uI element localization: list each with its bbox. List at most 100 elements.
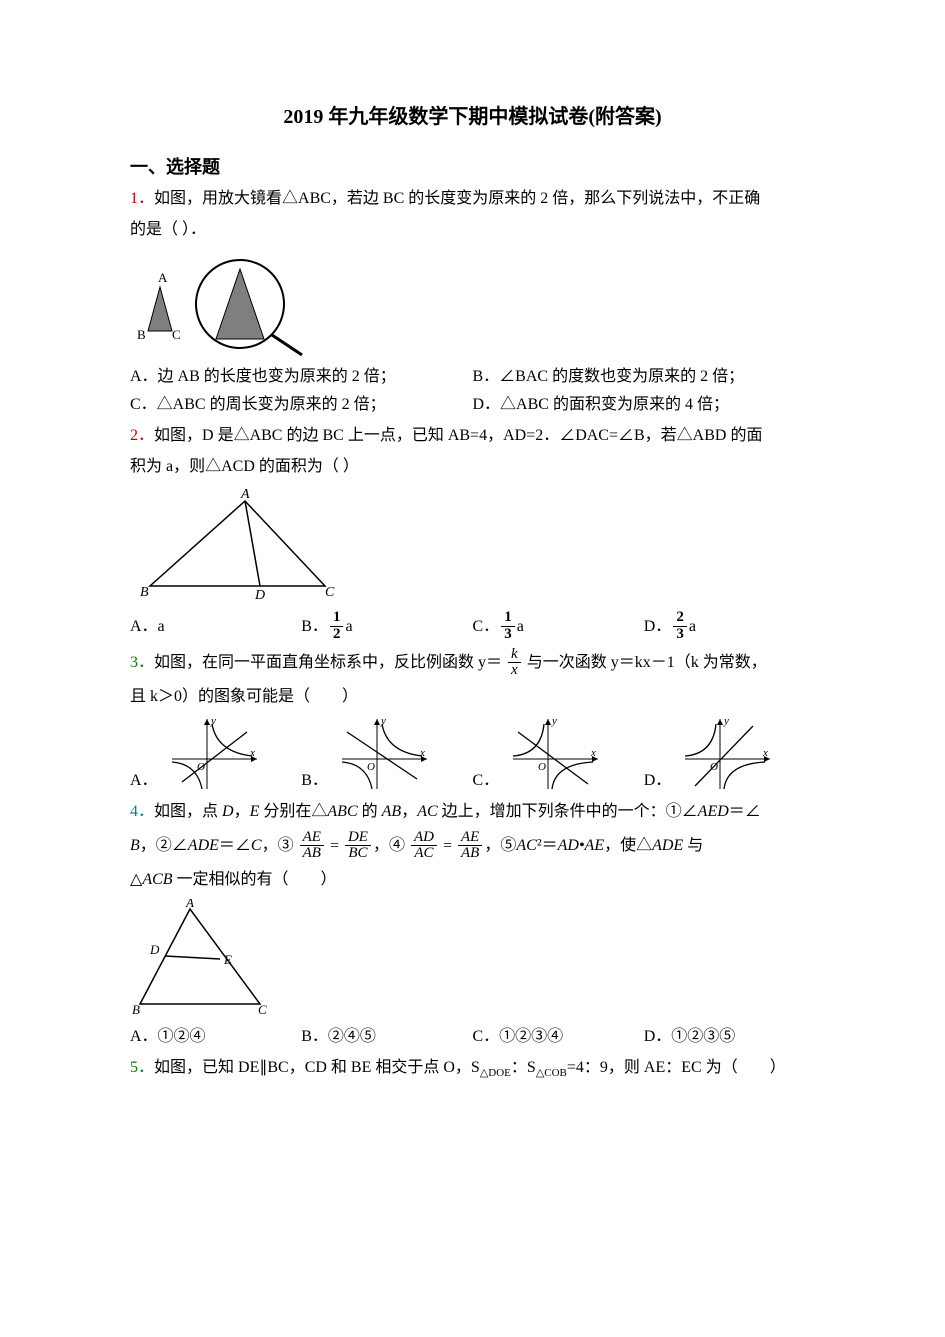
q2-b-pre: B． — [301, 613, 328, 640]
frac-2-3: 2 3 — [673, 610, 687, 643]
svg-text:B: B — [140, 585, 149, 600]
q4-l1m: ＝∠ — [729, 803, 761, 820]
q2-c-suf: a — [517, 613, 524, 640]
q2-choice-b: B． 1 2 a — [301, 610, 472, 643]
q4-l2d: ＝∠ — [219, 836, 251, 853]
q2-choice-c: C． 1 3 a — [473, 610, 644, 643]
q4-l2k: AD•AE — [558, 836, 604, 853]
q4-line1: 4．如图，点 D，E 分别在△ABC 的 AB，AC 边上，增加下列条件中的一个… — [130, 798, 815, 825]
den-ab2: AB — [458, 846, 482, 862]
frac-de-bc: DE BC — [345, 830, 371, 863]
q4-l2i: AC — [516, 836, 536, 853]
frac-k-x: k x — [508, 647, 521, 680]
q3-graph-c: O x y — [503, 714, 603, 794]
svg-text:E: E — [223, 952, 232, 967]
q3-text-b: 与一次函数 y＝kx－1（k 为常数， — [527, 654, 767, 671]
q4-l1h: AB — [382, 803, 402, 820]
q4-l1c: ， — [234, 803, 250, 820]
q4-l2e: C — [251, 836, 262, 853]
q3-choice-a: A． O x y — [130, 714, 301, 794]
q3-a-label: A． — [130, 767, 158, 794]
q2-d-suf: a — [689, 613, 696, 640]
eq2: = — [443, 837, 452, 854]
q5-line: 5．如图，已知 DE∥BC，CD 和 BE 相交于点 O，S△DOE：S△COB… — [130, 1054, 815, 1083]
q4-l2g: ，④ — [373, 836, 405, 853]
frac-1-3: 1 3 — [501, 610, 515, 643]
q4-l1a: 如图，点 — [154, 803, 222, 820]
num-ad: AD — [411, 830, 437, 847]
num-ae2: AE — [458, 830, 482, 847]
q3-line1: 3．如图，在同一平面直角坐标系中，反比例函数 y＝ k x 与一次函数 y＝kx… — [130, 647, 815, 680]
q2-number: 2． — [130, 427, 154, 444]
svg-text:C: C — [258, 1002, 267, 1017]
svg-text:D: D — [149, 942, 160, 957]
q4-choice-a: A．①②④ — [130, 1023, 301, 1050]
eq1: = — [330, 837, 339, 854]
q4-l1f: ABC — [327, 803, 357, 820]
section-heading: 一、选择题 — [130, 153, 815, 179]
q3-d-label: D． — [644, 767, 672, 794]
den-3: 3 — [501, 627, 515, 643]
q1-figure: A B C — [130, 249, 815, 359]
q3-text-a: 如图，在同一平面直角坐标系中，反比例函数 y＝ — [154, 654, 502, 671]
svg-text:x: x — [249, 747, 255, 759]
q4-l2l: ，使△ — [604, 836, 652, 853]
den-x: x — [508, 663, 521, 679]
q4-choices: A．①②④ B．②④⑤ C．①②③④ D．①②③⑤ — [130, 1023, 815, 1050]
q3-graph-a: O x y — [162, 714, 262, 794]
q1-choice-d: D．△ABC 的面积变为原来的 4 倍； — [473, 391, 816, 418]
q1-text-a: 如图，用放大镜看△ABC，若边 BC 的长度变为原来的 2 倍，那么下列说法中，… — [154, 190, 760, 207]
frac-ae-ab: AE AB — [300, 830, 324, 863]
q2-c-pre: C． — [473, 613, 500, 640]
q3-graph-d: O x y — [675, 714, 775, 794]
q5-sub1: △DOE — [480, 1068, 511, 1080]
svg-text:y: y — [210, 715, 216, 727]
svg-text:A: A — [185, 899, 194, 910]
q4-l2f: ，③ — [262, 836, 294, 853]
svg-text:A: A — [240, 487, 250, 502]
frac-1-2: 1 2 — [330, 610, 344, 643]
q4-l1e: 分别在△ — [259, 803, 327, 820]
q4-figure: A B C D E — [130, 899, 815, 1019]
q2-figure: A B D C — [130, 486, 815, 606]
q4-l2a: B — [130, 836, 140, 853]
svg-text:O: O — [538, 761, 546, 773]
q3-choice-d: D． O x y — [644, 714, 815, 794]
q4-l2b: ，②∠ — [140, 836, 188, 853]
num-1: 1 — [330, 610, 344, 627]
q3-choice-c: C． O x y — [473, 714, 644, 794]
svg-text:A: A — [158, 270, 168, 285]
svg-text:B: B — [132, 1002, 140, 1017]
q4-line3: △ACB 一定相似的有（ ） — [130, 866, 815, 893]
q4-choice-d: D．①②③⑤ — [644, 1023, 815, 1050]
q2-d-pre: D． — [644, 613, 672, 640]
q5-number: 5． — [130, 1059, 154, 1076]
q4-l1l: AED — [698, 803, 729, 820]
num-ae: AE — [300, 830, 324, 847]
svg-text:y: y — [551, 715, 557, 727]
q4-line2: B，②∠ADE＝∠C，③ AE AB = DE BC ，④ AD AC = AE… — [130, 830, 815, 863]
q4-l2j: ²＝ — [537, 836, 558, 853]
frac-ad-ac: AD AC — [411, 830, 437, 863]
q2-text-a: 如图，D 是△ABC 的边 BC 上一点，已知 AB=4，AD=2．∠DAC=∠… — [154, 427, 762, 444]
q3-c-label: C． — [473, 767, 500, 794]
q4-l1b: D — [222, 803, 234, 820]
num-2: 2 — [673, 610, 687, 627]
q3-choice-b: B． O x y — [301, 714, 472, 794]
q2-b-suf: a — [345, 613, 352, 640]
q4-l3a: △ — [130, 871, 142, 888]
num-1b: 1 — [501, 610, 515, 627]
q4-svg: A B C D E — [130, 899, 280, 1019]
svg-text:x: x — [590, 747, 596, 759]
q4-l2c: ADE — [188, 836, 219, 853]
q4-l3c: 一定相似的有（ ） — [173, 871, 337, 888]
svg-text:O: O — [367, 761, 375, 773]
q5-text: 如图，已知 DE∥BC，CD 和 BE 相交于点 O，S — [154, 1059, 480, 1076]
q1-svg: A B C — [130, 249, 310, 359]
den-ac: AC — [411, 846, 437, 862]
svg-text:C: C — [172, 327, 181, 342]
svg-text:x: x — [762, 747, 768, 759]
svg-text:D: D — [254, 588, 265, 603]
q4-l1g: 的 — [358, 803, 382, 820]
frac-ae-ab2: AE AB — [458, 830, 482, 863]
